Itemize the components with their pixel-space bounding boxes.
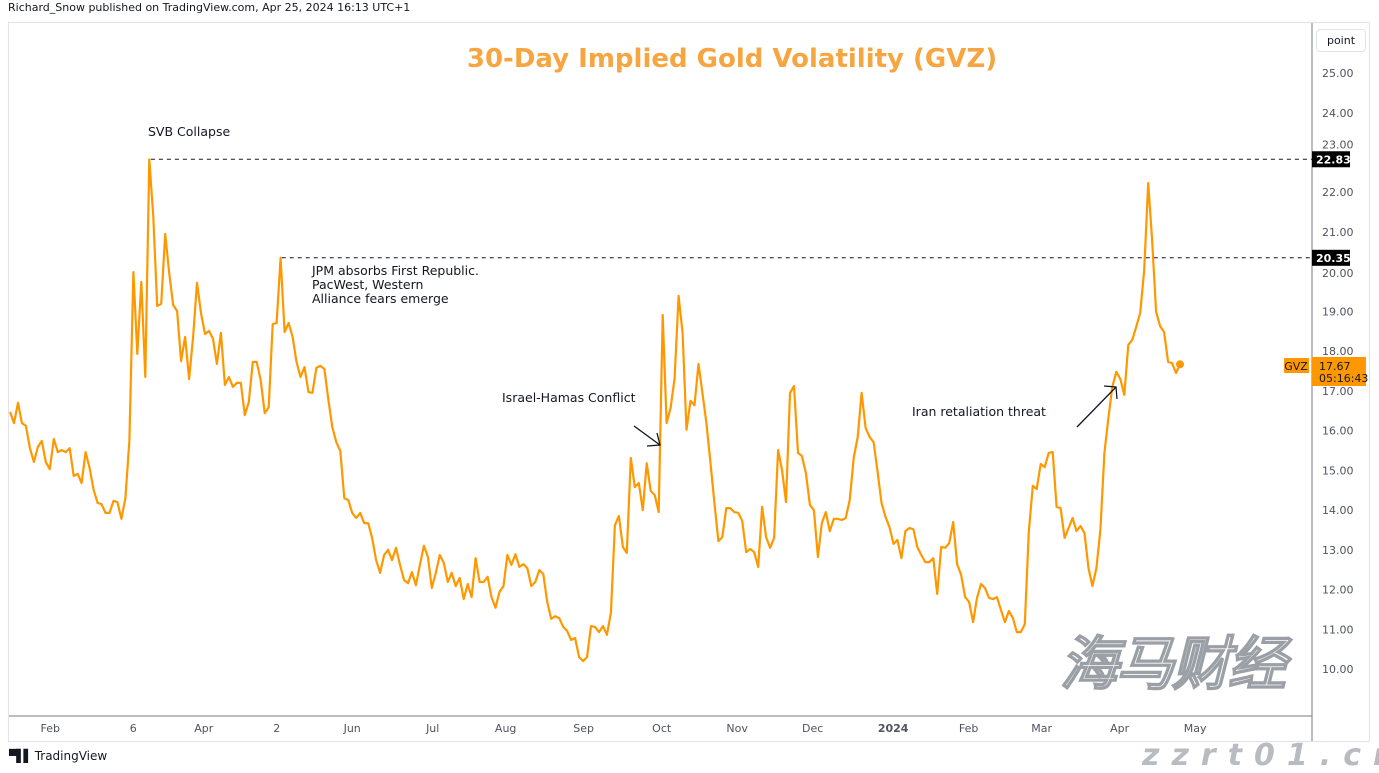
gvz-series-line	[8, 158, 1181, 663]
annotation-jpm: JPM absorbs First Republic. PacWest, Wes…	[311, 263, 479, 306]
watermark-chinese: 海马财经	[1059, 630, 1287, 698]
symbol-label-text: GVZ	[1284, 360, 1308, 373]
horizontal-levels: 22.83 20.35	[150, 151, 1351, 266]
chart-title: 30-Day Implied Gold Volatility (GVZ)	[467, 44, 997, 74]
time-tick-label: Oct	[652, 722, 672, 735]
price-tick-label: 25.00	[1322, 67, 1354, 80]
time-axis[interactable]: Feb 6 Apr 2 Jun Jul Aug Sep Oct Nov Dec 2024 Feb Mar A…	[41, 722, 1207, 735]
price-tick-label: 24.00	[1322, 107, 1354, 120]
tradingview-logo-icon: ▀▌▌	[9, 749, 33, 763]
last-price-value: 17.67	[1319, 360, 1351, 373]
time-tick-label: Apr	[194, 722, 214, 735]
annotation-iran: Iran retaliation threat	[912, 404, 1046, 419]
price-tick-label: 21.00	[1322, 226, 1354, 239]
price-tick-label: 15.00	[1322, 464, 1354, 477]
chart-frame	[8, 22, 1370, 742]
price-tick-label: 18.00	[1322, 345, 1354, 358]
watermark-site: zzrt01.cn	[1142, 738, 1379, 773]
price-tick-label: 19.00	[1322, 305, 1354, 318]
last-price-dot	[1176, 360, 1184, 369]
time-tick-label: 2024	[878, 722, 909, 735]
symbol-label: GVZ	[1284, 358, 1309, 373]
annotation-text: PacWest, Western	[312, 277, 423, 292]
annotation-text: Iran retaliation threat	[912, 404, 1046, 419]
time-tick-label: Aug	[495, 722, 516, 735]
price-tick-label: 17.00	[1322, 385, 1354, 398]
time-tick-label: Jul	[425, 722, 439, 735]
symbol-label-bg	[1284, 358, 1309, 373]
time-tick-label: Sep	[573, 722, 594, 735]
price-tick-label: 22.00	[1322, 186, 1354, 199]
time-tick-label: Jun	[343, 722, 361, 735]
time-tick-label: May	[1184, 722, 1207, 735]
time-tick-label: 2	[273, 722, 280, 735]
time-tick-label: Dec	[802, 722, 823, 735]
price-axis[interactable]: 10.00 11.00 12.00 13.00 14.00 15.00 16.00 17.00…	[1322, 67, 1354, 676]
time-tick-label: Feb	[41, 722, 60, 735]
level-price-label-bg	[1312, 151, 1350, 168]
price-tick-label: 23.00	[1322, 138, 1354, 151]
last-price-label: 17.67 05:16:43	[1312, 357, 1368, 386]
scale-mode-button[interactable]: point	[1316, 29, 1366, 52]
level-price-label: 20.35	[1316, 252, 1351, 265]
price-tick-label: 11.00	[1322, 623, 1354, 636]
annotation-text: Alliance fears emerge	[312, 291, 449, 306]
tradingview-brand: TradingView	[34, 749, 108, 763]
annotation-text: SVB Collapse	[148, 124, 230, 139]
price-tick-label: 13.00	[1322, 544, 1354, 557]
level-price-label-bg	[1312, 249, 1350, 266]
price-tick-label: 12.00	[1322, 584, 1354, 597]
price-tick-label: 10.00	[1322, 663, 1354, 676]
bar-countdown: 05:16:43	[1319, 372, 1368, 385]
time-tick-label: Feb	[959, 722, 978, 735]
arrow-icon	[1076, 385, 1118, 428]
published-by-header: Richard_Snow published on TradingView.co…	[8, 1, 411, 14]
level-price-label: 22.83	[1316, 153, 1351, 166]
price-tick-label: 20.00	[1322, 267, 1354, 280]
time-tick-label: Nov	[726, 722, 748, 735]
annotation-text: JPM absorbs First Republic.	[311, 263, 479, 278]
time-tick-label: Apr	[1110, 722, 1130, 735]
time-tick-label: 6	[130, 722, 137, 735]
last-price-bg	[1312, 357, 1366, 386]
time-tick-label: Mar	[1031, 722, 1052, 735]
tradingview-logo[interactable]: ▀▌▌ TradingView	[9, 749, 107, 763]
annotation-svb: SVB Collapse	[148, 124, 230, 139]
annotation-israel: Israel-Hamas Conflict	[502, 390, 636, 405]
arrow-icon	[633, 425, 661, 447]
price-tick-label: 14.00	[1322, 504, 1354, 517]
price-tick-label: 16.00	[1322, 425, 1354, 438]
annotation-text: Israel-Hamas Conflict	[502, 390, 636, 405]
